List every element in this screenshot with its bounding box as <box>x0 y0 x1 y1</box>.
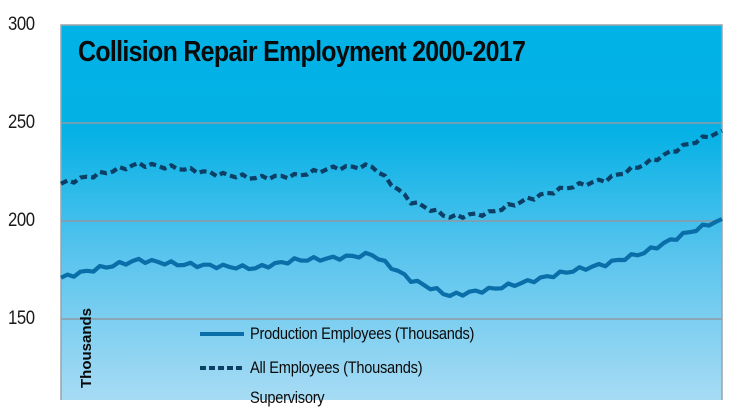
legend-label-supervisory: Supervisory <box>250 388 325 407</box>
legend-item-all: All Employees (Thousands) <box>250 358 450 378</box>
plot-area <box>60 24 723 400</box>
y-axis-label: Thousands <box>78 307 95 388</box>
y-tick-150: 150 <box>8 308 35 329</box>
legend-label-production: Production Employees (Thousands) <box>250 324 475 343</box>
gridlines <box>61 122 722 320</box>
legend-item-supervisory: Supervisory <box>250 388 336 408</box>
y-tick-250: 250 <box>8 112 35 133</box>
chart-title: Collision Repair Employment 2000-2017 <box>78 36 526 68</box>
y-tick-200: 200 <box>8 210 35 231</box>
all-employees-line <box>60 128 723 220</box>
production-employees-line <box>60 217 723 299</box>
legend-item-production: Production Employees (Thousands) <box>250 324 511 344</box>
y-tick-300: 300 <box>8 14 35 35</box>
legend-label-all: All Employees (Thousands) <box>250 358 423 377</box>
